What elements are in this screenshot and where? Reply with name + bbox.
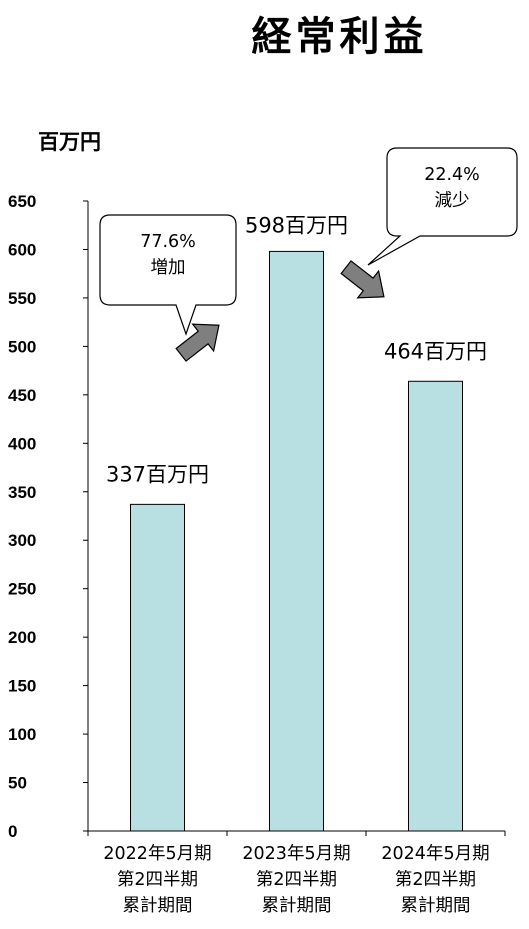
y-tick-label: 150 [8, 677, 36, 696]
x-category-label: 2022年5月期 [103, 844, 211, 864]
y-axis-unit-label: 百万円 [38, 130, 101, 154]
y-tick-label: 50 [8, 774, 27, 793]
x-category-label: 2023年5月期 [242, 844, 350, 864]
y-tick-label: 0 [8, 822, 17, 841]
bar [130, 503, 185, 832]
y-tick-label: 600 [8, 240, 36, 259]
decrease-callout [367, 147, 518, 266]
y-tick-label: 400 [8, 434, 36, 453]
x-category-label: 累計期間 [123, 896, 193, 916]
y-tick-label: 500 [8, 337, 36, 356]
decrease-arrow [340, 260, 385, 299]
increase-callout [99, 214, 237, 336]
x-category-label: 第2四半期 [395, 870, 476, 890]
y-tick-label: 450 [8, 386, 36, 405]
y-tick-label: 650 [8, 192, 36, 211]
increase-arrow [175, 323, 220, 362]
x-category-label: 累計期間 [401, 896, 471, 916]
y-tick-label: 300 [8, 531, 36, 550]
decrease-callout-text: 減少 [435, 191, 470, 211]
x-category-label: 累計期間 [262, 896, 332, 916]
bar-value-label: 464百万円 [384, 339, 487, 363]
y-tick-label: 200 [8, 628, 36, 647]
chart-title: 経常利益 [251, 14, 428, 60]
y-tick-label: 350 [8, 483, 36, 502]
bar-value-label: 337百万円 [106, 462, 209, 486]
decrease-arrow-shape [340, 260, 385, 299]
bar [408, 380, 463, 832]
x-category-label: 第2四半期 [117, 870, 198, 890]
decrease-callout-text: 22.4% [424, 165, 480, 185]
x-category-label: 2024年5月期 [381, 844, 489, 864]
bar-value-label: 598百万円 [245, 213, 348, 237]
y-tick-label: 250 [8, 580, 36, 599]
increase-arrow-shape [175, 323, 220, 362]
x-category-label: 第2四半期 [256, 870, 337, 890]
bar [269, 250, 324, 832]
increase-callout-text: 77.6% [140, 232, 196, 252]
y-tick-label: 100 [8, 725, 36, 744]
increase-callout-text: 増加 [151, 258, 186, 278]
y-tick-label: 550 [8, 289, 36, 308]
